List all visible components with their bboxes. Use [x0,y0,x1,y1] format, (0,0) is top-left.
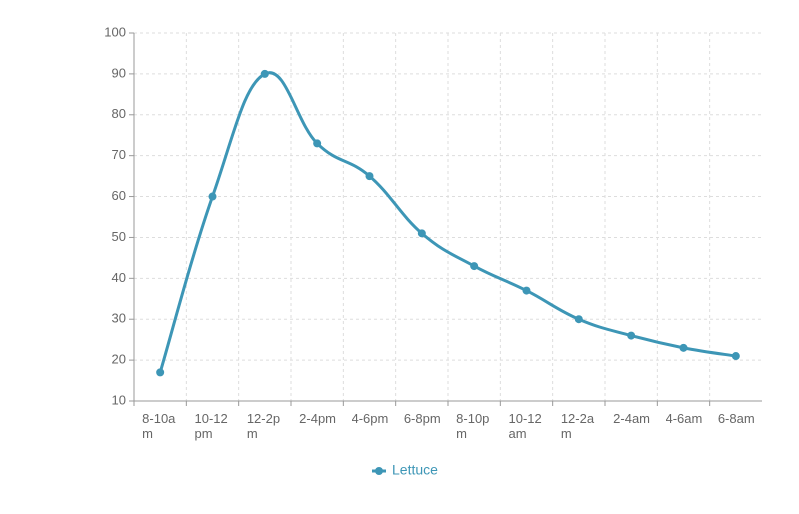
y-tick-label: 20 [112,352,126,367]
x-tick-label-box: 10-12am [508,411,542,441]
point [522,286,531,295]
x-tick-label: 6-8am [717,411,755,426]
y-tick-label: 80 [112,106,126,121]
point [260,69,269,78]
y-tick-label: 70 [112,147,126,162]
y-tick-label: 10 [112,392,126,407]
x-tick-label: 2-4am [613,411,651,426]
x-tick-label-box: 12-2pm [246,411,281,441]
point [208,192,217,201]
x-tick-label-box: 4-6am [665,411,703,426]
y-tick-label: 40 [112,270,126,285]
point [679,343,688,352]
y-tick-label: 90 [112,65,126,80]
x-tick-label: 12-2pm [246,411,281,441]
x-tick-label-box: 2-4pm [299,411,337,426]
x-tick-label-box: 6-8pm [403,411,441,426]
x-tick-label: 8-10pm [456,411,490,441]
legend-marker [375,467,383,475]
x-tick-label-box: 8-10pm [456,411,490,441]
y-tick-label: 30 [112,311,126,326]
x-tick-label: 2-4pm [299,411,337,426]
point [470,262,479,271]
x-tick-label-box: 2-4am [613,411,651,426]
x-tick-label-box: 4-6pm [351,411,389,426]
x-tick-label: 12-2am [560,411,595,441]
y-tick-label: 60 [112,188,126,203]
x-tick-label-box: 12-2am [560,411,595,441]
x-tick-label-box: 10-12pm [194,411,228,441]
point [365,172,374,181]
x-tick-label: 4-6am [665,411,703,426]
x-tick-label: 10-12pm [194,411,228,441]
x-tick-label: 10-12am [508,411,542,441]
x-tick-label: 8-10am [142,411,176,441]
point [731,352,740,361]
point [627,331,636,340]
point [156,368,165,377]
point [417,229,426,238]
x-tick-label-box: 8-10am [142,411,176,441]
point [574,315,583,324]
y-tick-label: 100 [104,24,126,39]
x-tick-label: 4-6pm [351,411,389,426]
y-tick-label: 50 [112,229,126,244]
point [313,139,322,148]
x-tick-label-box: 6-8am [717,411,755,426]
x-tick-label: 6-8pm [403,411,441,426]
legend-label: Lettuce [392,462,438,478]
